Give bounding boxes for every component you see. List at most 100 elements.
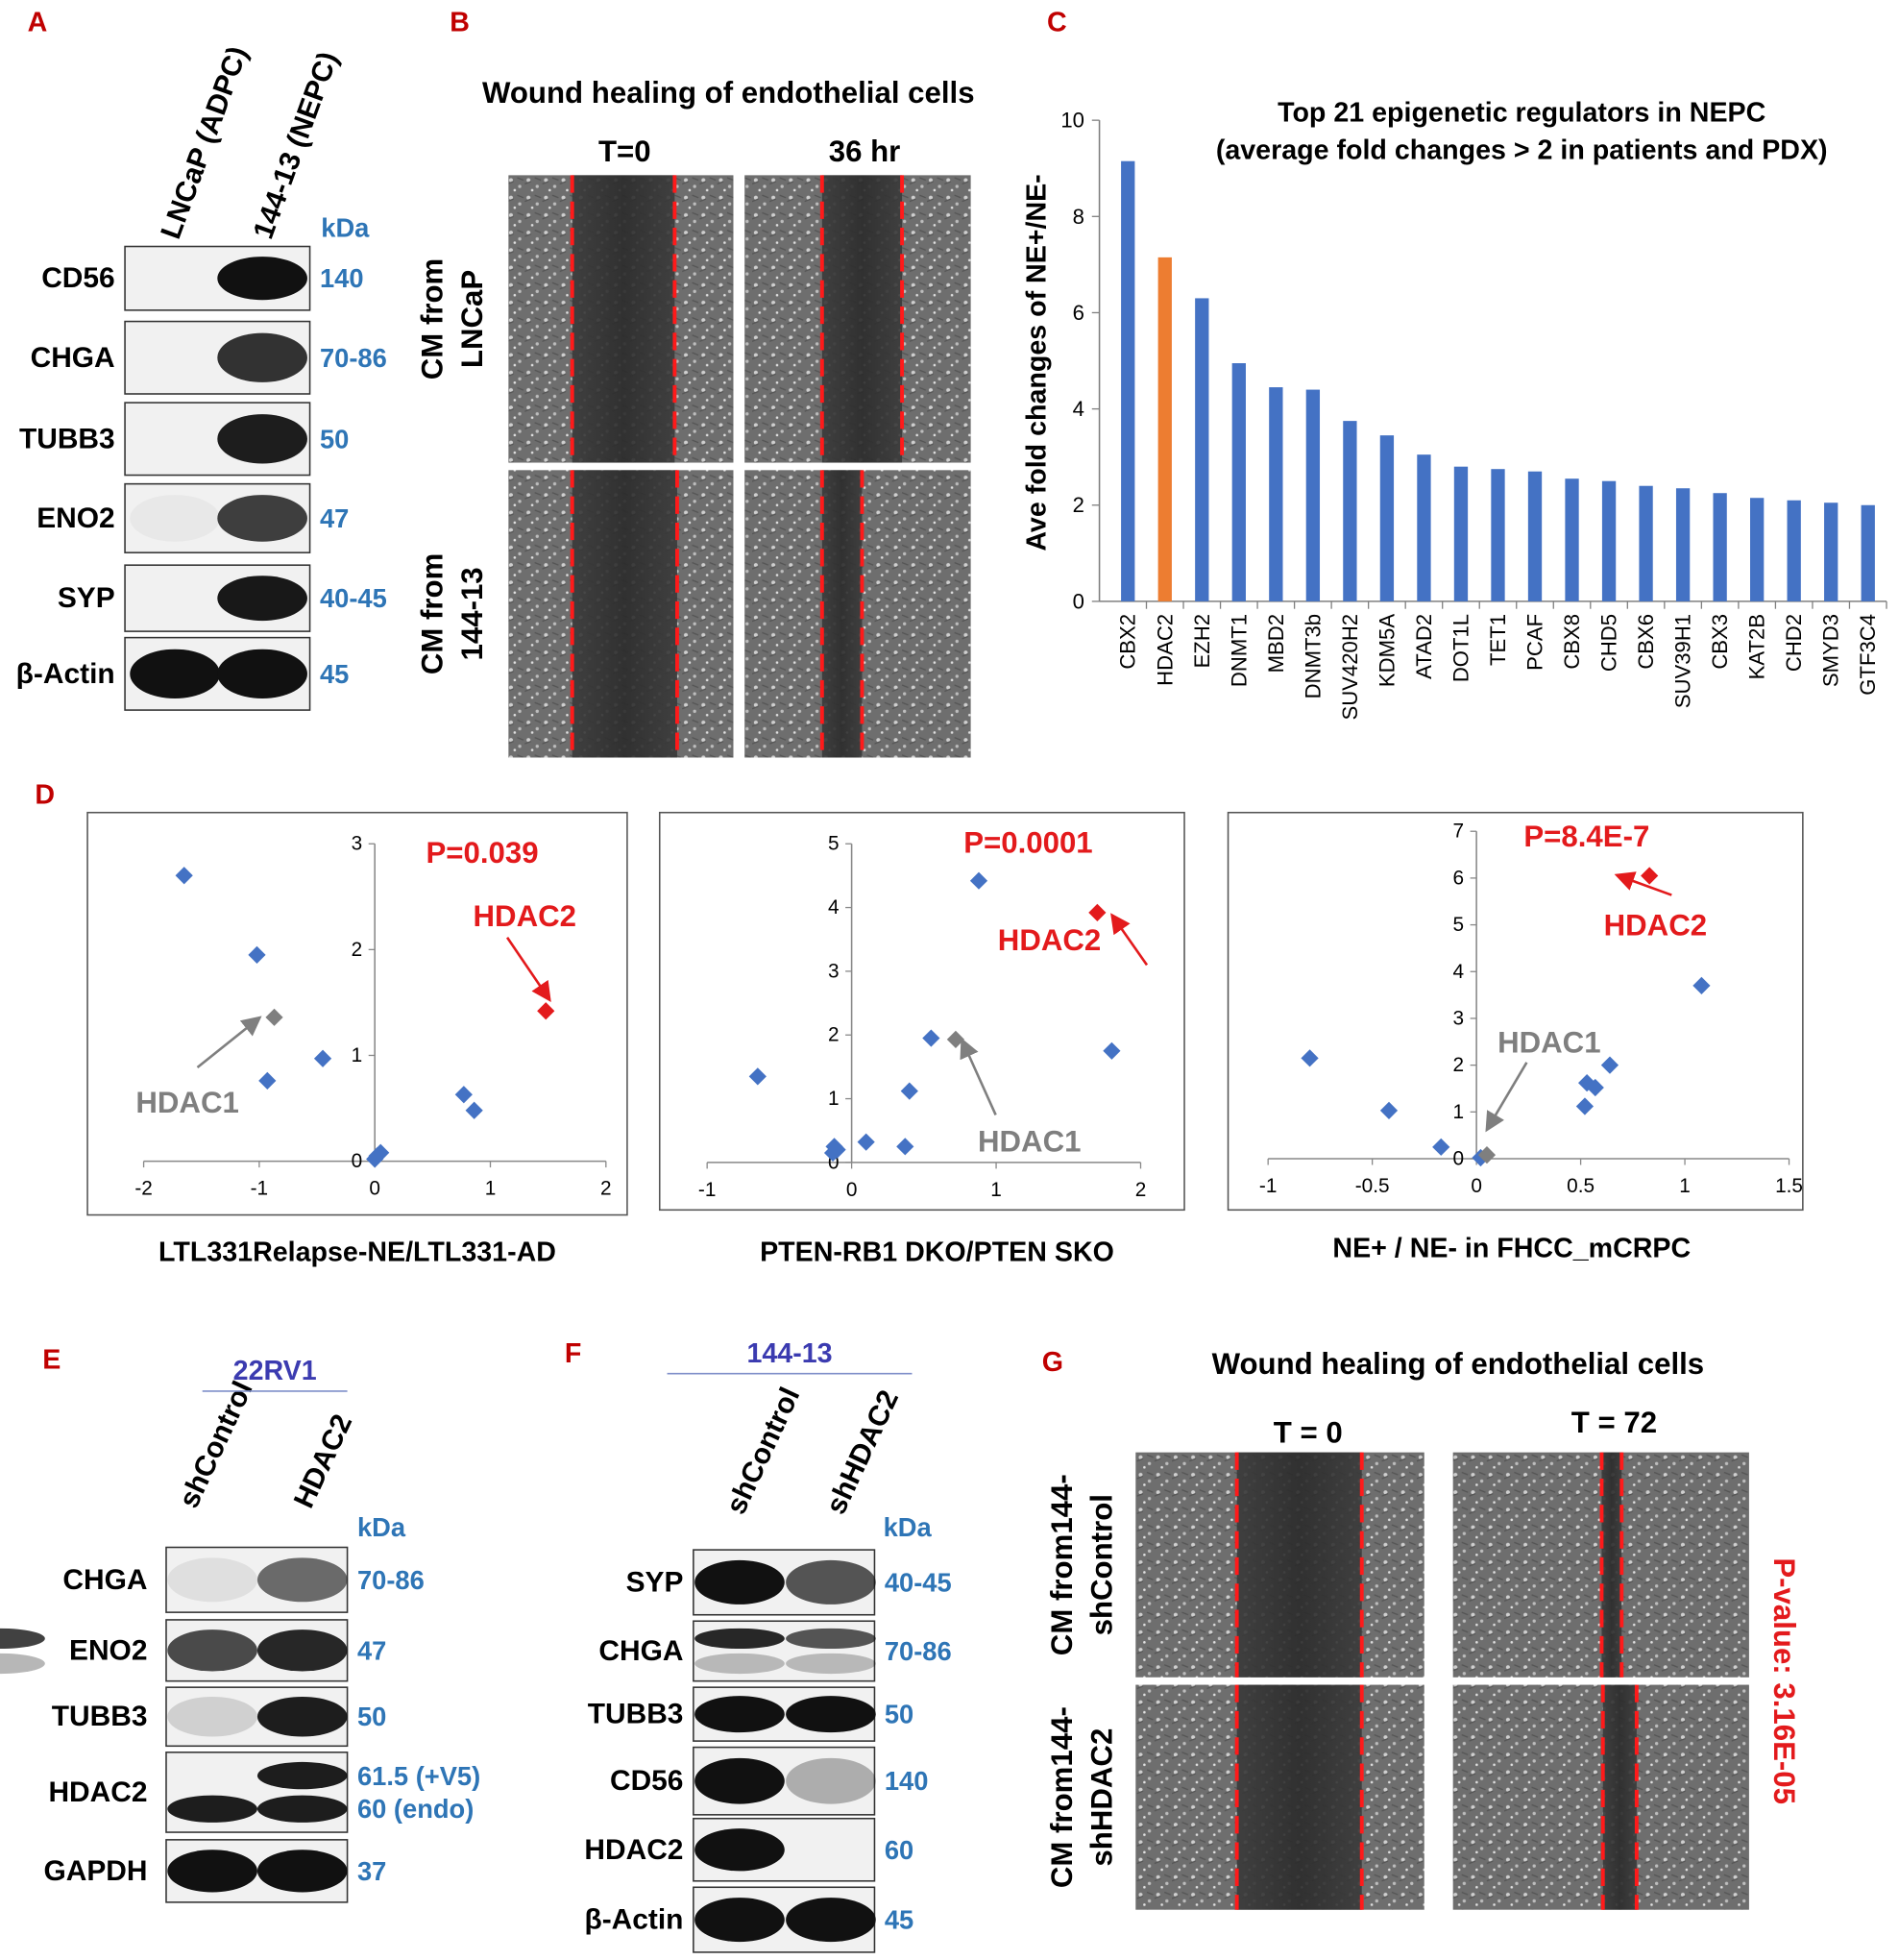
- x-tick-label: ATAD2: [1412, 614, 1436, 679]
- y-tick-label: 2: [828, 1024, 840, 1046]
- x-tick-label: 0: [1471, 1175, 1482, 1197]
- point: [265, 1008, 283, 1026]
- kda-label: 45: [320, 659, 349, 689]
- bar: [1713, 493, 1727, 601]
- row-label: CM from: [416, 258, 450, 380]
- x-tick-label: -0.5: [1355, 1175, 1390, 1197]
- band: [256, 1557, 348, 1603]
- bar: [1417, 454, 1431, 601]
- cell-line: 22RV1: [233, 1356, 317, 1386]
- x-tick-label: -1: [1259, 1175, 1278, 1197]
- band: [167, 1629, 257, 1672]
- x-tick-label: DNMT1: [1227, 614, 1251, 687]
- point: [748, 1067, 767, 1086]
- point-annotation: HDAC2: [998, 923, 1102, 957]
- point: [1586, 1078, 1604, 1097]
- kda-label: 70-86: [357, 1565, 425, 1595]
- x-tick-label: 1: [1679, 1175, 1691, 1197]
- protein-label: SYP: [58, 582, 115, 614]
- y-tick-label: 1: [352, 1044, 363, 1066]
- x-tick-label: PCAF: [1523, 614, 1547, 671]
- y-tick-label: 3: [1453, 1007, 1465, 1029]
- panel-letter: F: [565, 1338, 581, 1369]
- p-value: P=0.039: [426, 836, 538, 870]
- point: [1692, 976, 1711, 994]
- annotation-arrow: [1110, 913, 1149, 967]
- wound-gap: [821, 470, 863, 758]
- lane-label: shHDAC2: [820, 1385, 905, 1519]
- band: [217, 332, 307, 382]
- x-tick-label: DOT1L: [1449, 614, 1473, 682]
- band: [217, 257, 307, 301]
- panel-letter: C: [1047, 8, 1067, 38]
- band: [786, 1757, 876, 1804]
- protein-label: CD56: [610, 1765, 683, 1797]
- kda-label: 140: [885, 1766, 929, 1796]
- column-label: T=0: [598, 135, 651, 168]
- bar: [1231, 363, 1246, 601]
- band: [694, 1828, 785, 1872]
- band: [167, 1557, 257, 1603]
- band: [256, 1795, 348, 1823]
- row-label: LNCaP: [455, 270, 489, 368]
- x-tick-label: -2: [134, 1178, 153, 1200]
- point: [454, 1086, 473, 1104]
- band: [0, 1628, 45, 1650]
- bar: [1527, 471, 1543, 601]
- band: [217, 576, 307, 622]
- bar: [1343, 421, 1357, 601]
- column-label: T = 72: [1571, 1406, 1657, 1439]
- kda-label: 47: [320, 503, 349, 533]
- band: [167, 1696, 257, 1737]
- bar: [1195, 298, 1209, 601]
- band: [786, 1628, 876, 1650]
- kda-label: 60: [885, 1835, 913, 1865]
- kda-label: 40-45: [885, 1567, 952, 1597]
- point: [313, 1049, 332, 1067]
- bar: [1305, 389, 1321, 601]
- point-annotation: HDAC2: [1604, 908, 1708, 942]
- protein-label: ENO2: [69, 1634, 147, 1666]
- band: [694, 1898, 785, 1943]
- band: [256, 1696, 348, 1737]
- panel-letter: G: [1042, 1347, 1063, 1378]
- kda-label: 50: [885, 1700, 913, 1729]
- point: [1103, 1041, 1121, 1060]
- point: [1379, 1101, 1399, 1119]
- row-label: shControl: [1085, 1494, 1119, 1635]
- x-tick-label: SUV420H2: [1338, 614, 1362, 721]
- x-axis-label: PTEN-RB1 DKO/PTEN SKO: [760, 1237, 1114, 1268]
- protein-label: CHGA: [62, 1564, 147, 1596]
- protein-label: β-Actin: [584, 1904, 683, 1936]
- band: [694, 1559, 785, 1605]
- bar: [1379, 435, 1395, 601]
- point-annotation: HDAC2: [474, 899, 577, 933]
- kda-label: 47: [357, 1635, 386, 1665]
- x-tick-label: 0.5: [1567, 1175, 1595, 1197]
- bar: [1453, 466, 1469, 601]
- protein-label: TUBB3: [52, 1701, 148, 1732]
- y-tick-label: 7: [1453, 821, 1465, 843]
- y-tick-label: 1: [1453, 1101, 1465, 1123]
- point: [1301, 1049, 1319, 1067]
- y-tick-label: 3: [352, 833, 363, 855]
- band: [694, 1696, 785, 1733]
- protein-label: HDAC2: [48, 1776, 147, 1808]
- protein-label: HDAC2: [584, 1834, 683, 1866]
- x-tick-label: CBX8: [1560, 614, 1584, 670]
- x-tick-label: CBX2: [1116, 614, 1140, 670]
- bar: [1121, 160, 1135, 601]
- band: [256, 1850, 348, 1893]
- y-tick-label: 3: [828, 960, 840, 982]
- p-value: P=8.4E-7: [1523, 820, 1649, 853]
- point: [175, 867, 193, 885]
- band: [694, 1628, 785, 1650]
- x-tick-label: CHD2: [1782, 614, 1806, 672]
- kda-label: 50: [357, 1702, 386, 1731]
- column-label: 36 hr: [829, 135, 901, 168]
- point: [258, 1071, 277, 1090]
- annotation-arrow: [960, 1038, 997, 1116]
- band: [256, 1629, 348, 1672]
- band: [217, 649, 307, 698]
